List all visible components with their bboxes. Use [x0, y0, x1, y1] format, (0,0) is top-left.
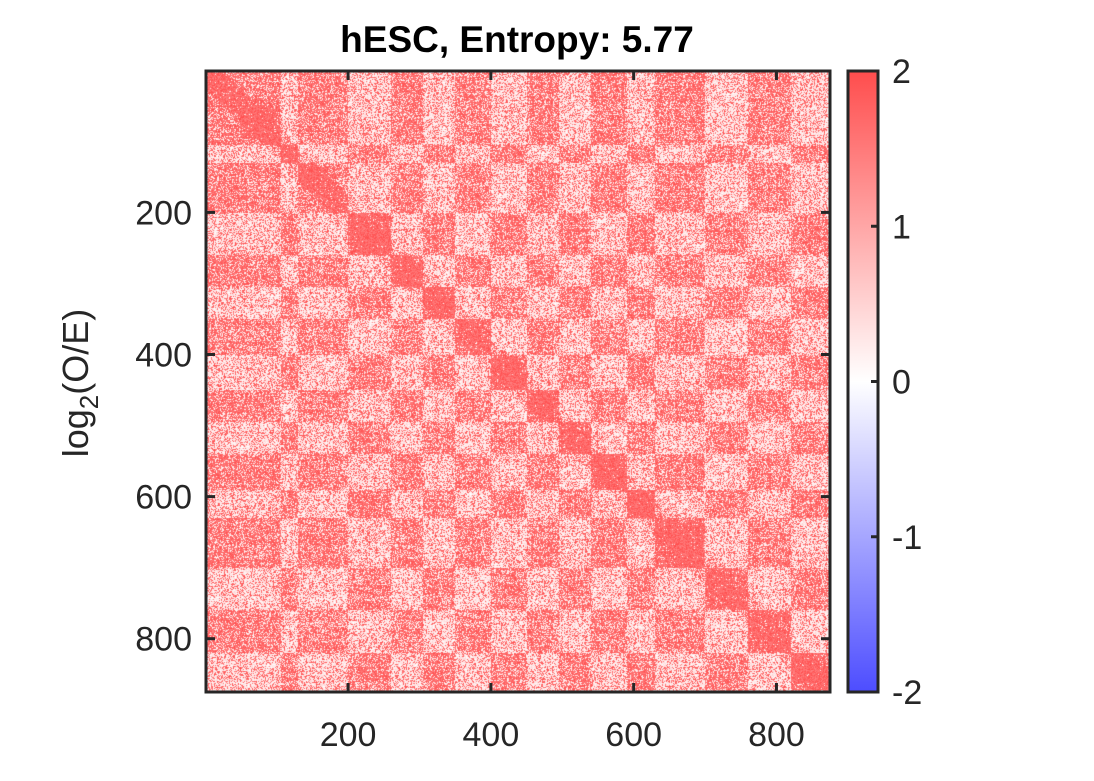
plot-frame — [204, 69, 832, 694]
colorbar-tick-label: 0 — [892, 364, 911, 402]
colorbar-axis: 2 1 0 -1 -2 — [871, 53, 922, 712]
y-axis-label-subscript: 2 — [74, 395, 104, 409]
y-axis: 200 400 600 800 — [135, 194, 830, 659]
y-tick-label: 600 — [135, 479, 192, 517]
y-axis-label-base: log — [55, 409, 96, 457]
colorbar-tick-label: 1 — [892, 208, 911, 246]
y-tick-label: 800 — [135, 621, 192, 659]
y-tick-label: 200 — [135, 194, 192, 232]
x-tick-label: 800 — [748, 716, 805, 754]
svg-text:log2(O/E): log2(O/E) — [55, 309, 104, 458]
x-tick-label: 600 — [605, 716, 662, 754]
y-axis-label: log2(O/E) — [55, 309, 104, 458]
colorbar-tick-label: 2 — [892, 53, 911, 91]
x-axis: 200 400 600 800 — [320, 71, 805, 754]
y-tick-label: 400 — [135, 337, 192, 375]
colorbar-tick-label: -1 — [892, 519, 922, 557]
x-tick-label: 400 — [463, 716, 520, 754]
y-axis-label-rest: (O/E) — [55, 309, 96, 395]
colorbar-tick-label: -2 — [892, 674, 922, 712]
heatmap-image — [206, 71, 830, 692]
chart-title: hESC, Entropy: 5.77 — [340, 19, 694, 60]
x-tick-label: 200 — [320, 716, 377, 754]
